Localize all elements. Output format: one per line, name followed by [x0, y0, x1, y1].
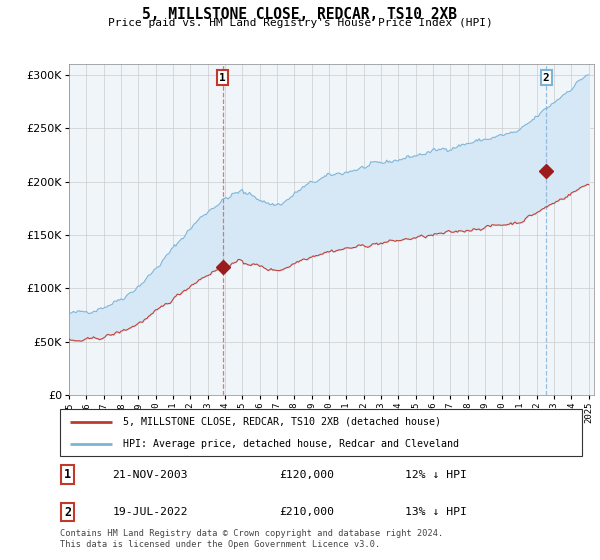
- Text: 21-NOV-2003: 21-NOV-2003: [112, 470, 188, 480]
- Text: 5, MILLSTONE CLOSE, REDCAR, TS10 2XB: 5, MILLSTONE CLOSE, REDCAR, TS10 2XB: [143, 7, 458, 22]
- Text: 1: 1: [64, 468, 71, 481]
- Text: £210,000: £210,000: [279, 507, 334, 517]
- Text: 2: 2: [64, 506, 71, 519]
- FancyBboxPatch shape: [60, 409, 582, 456]
- Text: 5, MILLSTONE CLOSE, REDCAR, TS10 2XB (detached house): 5, MILLSTONE CLOSE, REDCAR, TS10 2XB (de…: [122, 417, 440, 427]
- Text: HPI: Average price, detached house, Redcar and Cleveland: HPI: Average price, detached house, Redc…: [122, 438, 458, 449]
- Text: Price paid vs. HM Land Registry's House Price Index (HPI): Price paid vs. HM Land Registry's House …: [107, 18, 493, 29]
- Text: 1: 1: [220, 73, 226, 83]
- Text: 2: 2: [543, 73, 550, 83]
- Text: Contains HM Land Registry data © Crown copyright and database right 2024.
This d: Contains HM Land Registry data © Crown c…: [60, 529, 443, 549]
- Text: 13% ↓ HPI: 13% ↓ HPI: [404, 507, 466, 517]
- Text: £120,000: £120,000: [279, 470, 334, 480]
- Text: 19-JUL-2022: 19-JUL-2022: [112, 507, 188, 517]
- Text: 12% ↓ HPI: 12% ↓ HPI: [404, 470, 466, 480]
